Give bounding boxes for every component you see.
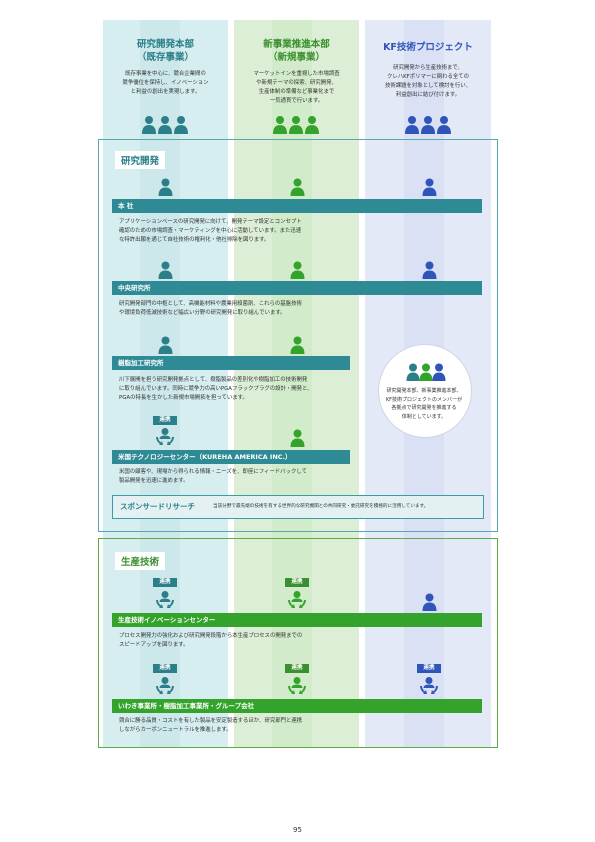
section-desc-honsha: アプリケーションベースの研究開発に向けて、開発テーマ設定とコンセプト 確認のための…	[119, 219, 302, 243]
section-desc-resin-lab: 川下展開を担う研究開発拠点として、樹脂製品の差別化や樹脂加工の技術開発 に取り組ん…	[119, 377, 313, 401]
people-group-icon-new	[273, 116, 319, 134]
renkei-badge: 連携	[285, 664, 309, 673]
sponsored-research-title: スポンサードリサーチ	[120, 502, 195, 511]
renkei-badge: 連携	[153, 578, 177, 587]
rd-panel-label: 研究開発	[115, 151, 166, 169]
collaboration-icon	[156, 428, 174, 445]
sponsored-research-desc: 当該分野で最先端の技術を有する世界的な研究機関との共同研究・委託研究を積極的に活…	[213, 504, 429, 509]
person-icon	[422, 178, 437, 196]
section-bar-honsha: 本 社	[112, 199, 482, 213]
column-desc: マーケットインを重視した市場調査 や新規テーマの探索、研究開発、 生産体制の準備など…	[253, 71, 340, 104]
collaboration-icon	[156, 591, 174, 608]
section-bar-central-lab: 中央研究所	[112, 281, 482, 295]
section-desc-central-lab: 研究開発部門の中枢として、高機能材料や農業用殺菌剤、これらの基盤技術 や環境負荷低…	[119, 301, 302, 316]
page-number: 95	[293, 826, 302, 834]
column-title: 研究開発本部	[136, 39, 194, 50]
person-icon	[158, 178, 173, 196]
people-group-icon-existing	[142, 116, 188, 134]
renkei-badge: 連携	[153, 416, 177, 425]
person-icon	[290, 429, 305, 447]
person-icon	[158, 336, 173, 354]
people-group-icon-mixed	[406, 363, 446, 381]
column-desc: 既存事業を中心に、競合企業間の 競争優位を保持し、イノベーション と利益の創出を実現…	[122, 71, 209, 95]
section-desc-prod-innovation: プロセス開発力の強化および研究開発段階から本生産プロセスの開発までの スピードアッ…	[119, 633, 303, 648]
column-subtitle: （新規事業）	[267, 52, 325, 63]
person-icon	[290, 336, 305, 354]
prod-panel	[98, 538, 498, 748]
column-title: KF技術プロジェクト	[383, 42, 473, 53]
column-header-existing: 研究開発本部 （既存事業） 既存事業を中心に、競合企業間の 競争優位を保持し、イノ…	[103, 38, 228, 97]
sponsored-research-box	[112, 495, 484, 519]
renkei-badge: 連携	[417, 664, 441, 673]
collaboration-icon	[288, 677, 306, 694]
column-header-new: 新事業推進本部 （新規事業） マーケットインを重視した市場調査 や新規テーマの探索…	[234, 38, 359, 106]
section-bar-prod-innovation: 生産技術イノベーションセンター	[112, 613, 482, 627]
structure-note-circle	[378, 344, 472, 438]
section-desc-us-center: 米国の顧客や、現場から得られる情報・ニーズを、即座にフィードバックして 製品開発を…	[119, 469, 307, 484]
renkei-badge: 連携	[153, 664, 177, 673]
person-icon	[290, 261, 305, 279]
rd-panel	[98, 139, 498, 532]
person-icon	[290, 178, 305, 196]
person-icon	[422, 593, 437, 611]
person-icon	[158, 261, 173, 279]
collaboration-icon	[288, 591, 306, 608]
collaboration-icon	[156, 677, 174, 694]
person-icon	[422, 261, 437, 279]
column-desc: 研究開発から生産技術まで、 クレハKFポリマーに関わる全ての 技術課題を対象として検…	[384, 65, 472, 98]
structure-note-text: 研究開発本部、新事業推進本部、 KF技術プロジェクトのメンバーが 各拠点で研究開発を…	[385, 388, 463, 420]
renkei-badge: 連携	[285, 578, 309, 587]
collaboration-icon	[420, 677, 438, 694]
people-group-icon-kf	[405, 116, 451, 134]
section-desc-iwaki: 競合に勝る品質・コストを有した製品を安定製造するほか、研究部門と連携 しながらカー…	[119, 718, 303, 733]
section-bar-resin-lab: 樹脂加工研究所	[112, 356, 350, 370]
column-title: 新事業推進本部	[263, 39, 330, 50]
prod-panel-label: 生産技術	[115, 552, 166, 570]
section-bar-iwaki: いわき事業所・樹脂加工事業所・グループ会社	[112, 699, 482, 713]
column-subtitle: （既存事業）	[136, 52, 194, 63]
column-header-kf: KF技術プロジェクト 研究開発から生産技術まで、 クレハKFポリマーに関わる全ての…	[365, 38, 491, 100]
section-bar-us-center: 米国テクノロジーセンター（KUREHA AMERICA INC.）	[112, 450, 350, 464]
